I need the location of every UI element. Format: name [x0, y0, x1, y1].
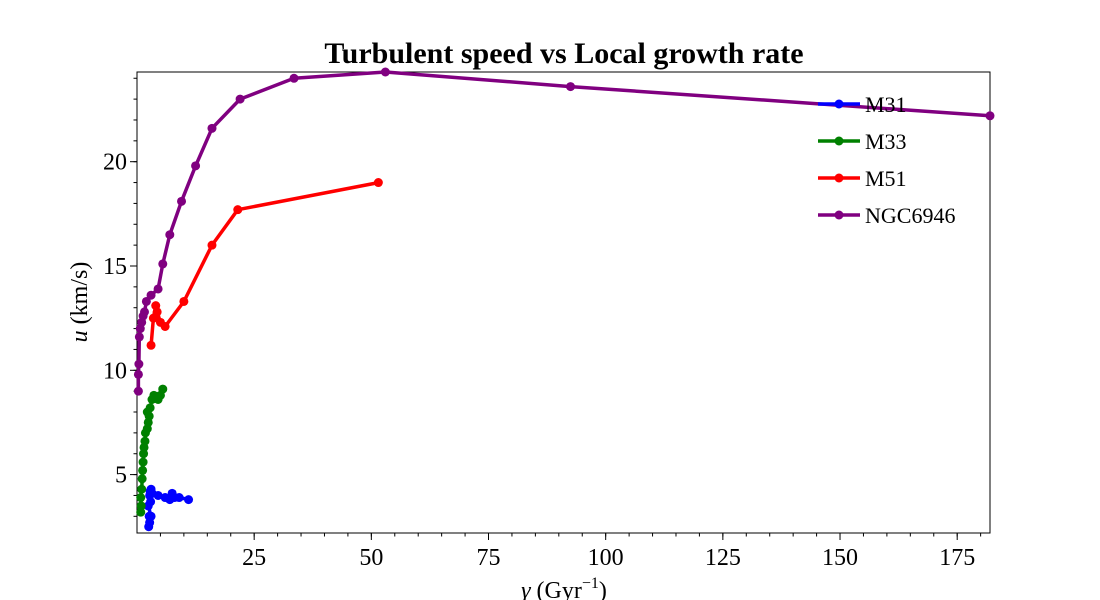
- x-tick-label: 175: [939, 545, 975, 571]
- legend-marker-ngc6946: [834, 210, 844, 220]
- legend-marker-m31: [834, 99, 844, 109]
- series-ngc6946: [133, 67, 995, 396]
- data-point-ngc6946: [235, 94, 245, 104]
- series-line-m51: [149, 180, 379, 346]
- legend-item-m31: M31: [818, 92, 907, 117]
- x-tick-label: 100: [588, 545, 624, 571]
- data-point-m51: [207, 240, 217, 250]
- legend-item-m51: M51: [818, 166, 907, 191]
- data-point-ngc6946: [141, 296, 151, 306]
- legend-label-m33: M33: [865, 129, 907, 154]
- x-axis-label: γ (Gyr−1): [521, 575, 607, 600]
- data-point-ngc6946: [289, 73, 299, 83]
- y-tick-label: 5: [115, 463, 127, 489]
- data-point-ngc6946: [134, 359, 144, 369]
- data-point-ngc6946: [146, 290, 156, 300]
- data-point-m51: [373, 178, 383, 188]
- data-point-m51: [179, 296, 189, 306]
- plot-frame: [136, 71, 991, 534]
- y-tick-label: 10: [103, 358, 127, 384]
- series-m31: [143, 484, 194, 532]
- x-axis-label-var: γ: [521, 578, 531, 600]
- data-point-m31: [167, 488, 177, 498]
- series-line-ngc6946: [136, 70, 991, 392]
- x-tick-label: 125: [705, 545, 741, 571]
- legend-marker-m33: [834, 136, 844, 146]
- legend-marker-m51: [834, 173, 844, 183]
- legend-label-ngc6946: NGC6946: [865, 203, 955, 228]
- chart-title: Turbulent speed vs Local growth rate: [324, 37, 803, 70]
- y-axis-label-var: u: [67, 330, 93, 342]
- x-axis-label-sup: −1: [582, 575, 599, 592]
- legend-label-m31: M31: [865, 92, 907, 117]
- data-point-m31: [174, 493, 184, 503]
- legend-label-m51: M51: [865, 166, 907, 191]
- data-point-ngc6946: [177, 196, 187, 206]
- data-point-ngc6946: [139, 307, 149, 317]
- data-point-ngc6946: [380, 67, 390, 77]
- data-point-m33: [140, 436, 150, 446]
- data-point-m51: [233, 205, 243, 215]
- series-group: [133, 67, 995, 532]
- data-point-m33: [145, 403, 155, 413]
- x-axis-label-close: ): [599, 578, 607, 600]
- data-point-ngc6946: [133, 369, 143, 379]
- data-point-m33: [158, 384, 168, 394]
- x-tick-label: 75: [477, 545, 501, 571]
- data-point-m31: [184, 495, 194, 505]
- x-tick-label: 150: [822, 545, 858, 571]
- data-point-m33: [136, 501, 146, 511]
- y-tick-label: 15: [103, 254, 127, 280]
- data-point-m51: [146, 340, 156, 350]
- data-point-ngc6946: [207, 123, 217, 133]
- x-axis-label-unit: (Gyr: [537, 578, 582, 600]
- data-point-ngc6946: [158, 259, 168, 269]
- x-tick-label: 25: [242, 545, 266, 571]
- data-point-ngc6946: [133, 386, 143, 396]
- data-point-m33: [138, 465, 148, 475]
- legend: M31 M33 M51 NGC6946: [818, 92, 955, 228]
- series-m51: [146, 178, 383, 350]
- data-point-ngc6946: [134, 332, 144, 342]
- data-point-m51: [152, 307, 162, 317]
- data-point-ngc6946: [985, 111, 995, 121]
- x-axis-ticks: 25 50 75 100 125 150 175: [159, 533, 982, 571]
- data-point-ngc6946: [153, 284, 163, 294]
- data-point-m31: [153, 490, 163, 500]
- data-point-m51: [160, 321, 170, 331]
- legend-item-m33: M33: [818, 129, 907, 154]
- y-axis-ticks: 5 10 15 20: [103, 77, 137, 517]
- legend-item-ngc6946: NGC6946: [818, 203, 955, 228]
- data-point-ngc6946: [191, 161, 201, 171]
- y-axis-label-unit: (km/s): [67, 262, 93, 331]
- data-point-ngc6946: [566, 82, 576, 92]
- data-point-ngc6946: [165, 230, 175, 240]
- plot-area: [136, 71, 991, 534]
- data-point-m33: [138, 457, 148, 467]
- data-point-m31: [146, 511, 156, 521]
- series-m33: [136, 384, 168, 517]
- y-axis-label: u (km/s): [67, 262, 93, 343]
- data-point-m31: [146, 484, 156, 494]
- y-tick-label: 20: [103, 150, 127, 176]
- data-point-m33: [137, 484, 147, 494]
- data-point-m33: [136, 493, 146, 503]
- data-point-m33: [137, 474, 147, 484]
- x-tick-label: 50: [359, 545, 383, 571]
